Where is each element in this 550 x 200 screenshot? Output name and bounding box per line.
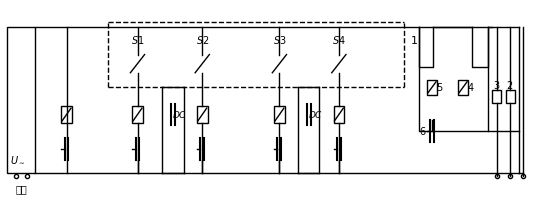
- Bar: [458, 80, 468, 95]
- Bar: [7, 27, 36, 173]
- Text: $S3$: $S3$: [273, 34, 286, 46]
- Bar: [132, 106, 143, 123]
- Bar: [427, 80, 437, 95]
- Text: $4$: $4$: [466, 81, 474, 93]
- Bar: [274, 106, 285, 123]
- Text: $DC$: $DC$: [173, 109, 188, 120]
- Bar: [333, 106, 344, 123]
- Bar: [197, 106, 207, 123]
- Bar: [492, 90, 501, 103]
- Text: $3$: $3$: [493, 79, 501, 91]
- Text: $S1$: $S1$: [131, 34, 144, 46]
- Text: 时标: 时标: [15, 184, 27, 194]
- Text: $1$: $1$: [410, 34, 418, 46]
- Text: $S2$: $S2$: [196, 34, 209, 46]
- Text: $2$: $2$: [507, 79, 514, 91]
- Text: $DC$: $DC$: [308, 109, 323, 120]
- Text: $U_{\sim}$: $U_{\sim}$: [10, 154, 25, 166]
- Text: $5$: $5$: [436, 81, 443, 93]
- Bar: [505, 90, 514, 103]
- Text: $S4$: $S4$: [332, 34, 346, 46]
- Text: $6$: $6$: [419, 125, 426, 137]
- Bar: [61, 106, 72, 123]
